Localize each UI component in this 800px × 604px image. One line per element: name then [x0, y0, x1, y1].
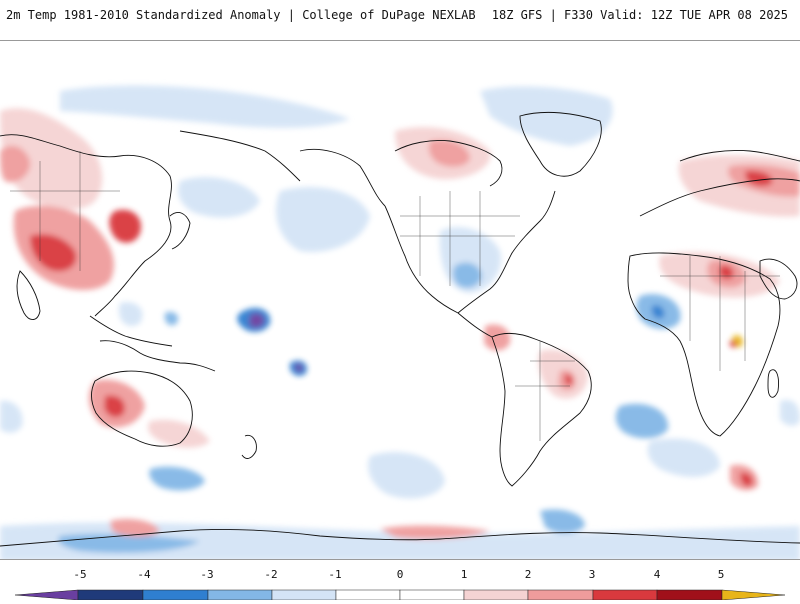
- colorbar-label: 3: [589, 568, 596, 581]
- colorbar-label: 2: [525, 568, 532, 581]
- colorbar-label: 0: [397, 568, 404, 581]
- colorbar-label: 4: [654, 568, 661, 581]
- colorbar-label: 1: [461, 568, 468, 581]
- colorbar: -5 -4 -3 -2 -1 0 1 2 3 4 5: [0, 566, 800, 600]
- colorbar-swatches: [15, 590, 785, 600]
- map-svg: [0, 41, 800, 560]
- colorbar-label: -5: [73, 568, 86, 581]
- model-valid-time: 18Z GFS | F330 Valid: 12Z TUE APR 08 202…: [492, 8, 788, 22]
- colorbar-label: -2: [264, 568, 277, 581]
- colorbar-label: 5: [718, 568, 725, 581]
- anomaly-shading: [0, 86, 800, 560]
- header: 2m Temp 1981-2010 Standardized Anomaly |…: [0, 0, 800, 36]
- map-title: 2m Temp 1981-2010 Standardized Anomaly |…: [6, 8, 476, 22]
- anomaly-map: [0, 40, 800, 560]
- colorbar-label: -1: [328, 568, 341, 581]
- colorbar-label: -4: [137, 568, 150, 581]
- colorbar-label: -3: [200, 568, 213, 581]
